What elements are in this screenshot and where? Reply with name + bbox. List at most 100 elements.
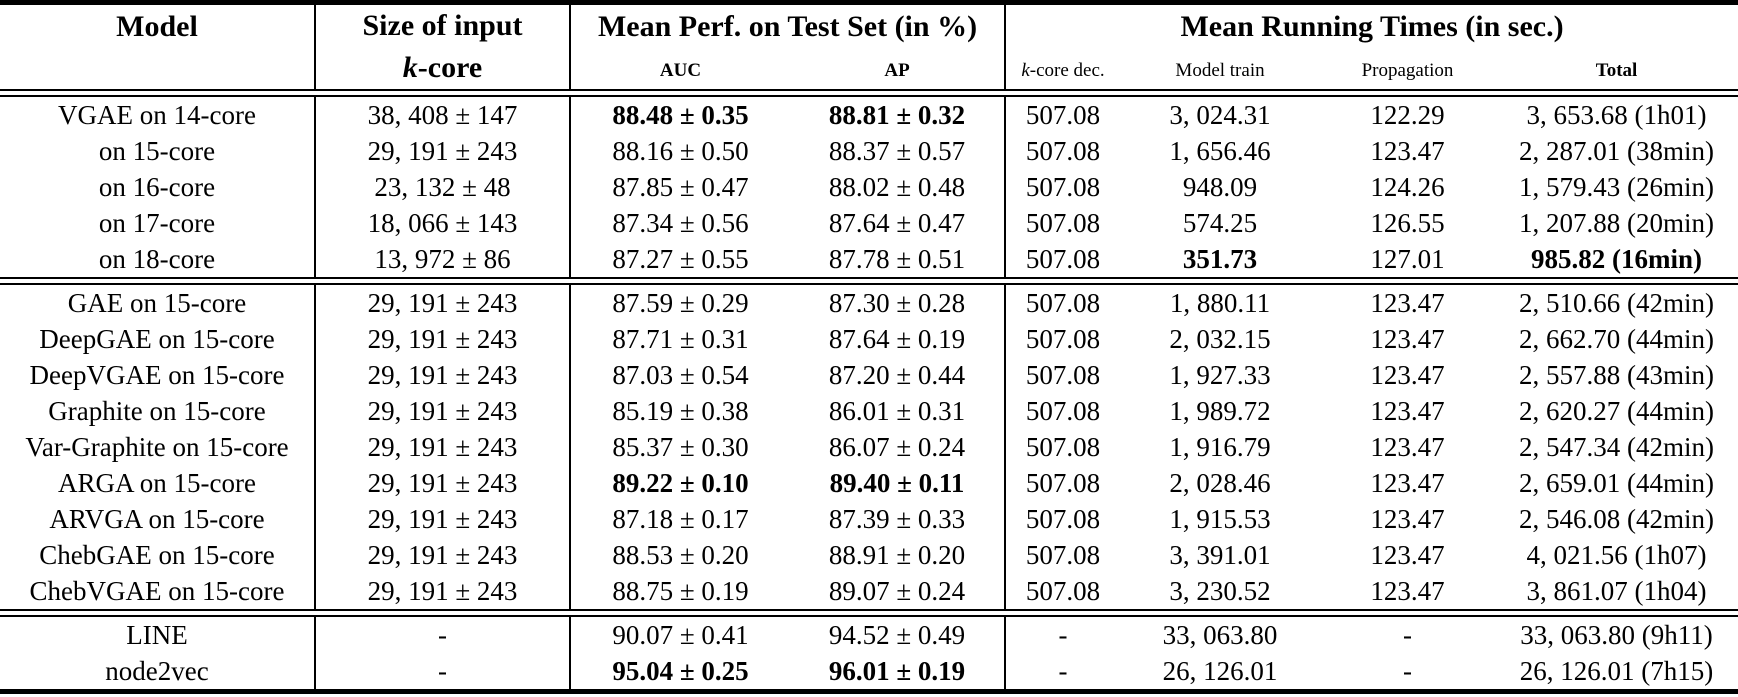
column-header-ap: AP (790, 52, 1007, 90)
cell-model: node2vec (0, 653, 316, 692)
cell-kdec: 507.08 (1025, 432, 1101, 462)
cell-total: 26, 126.01 (7h15) (1519, 656, 1714, 686)
cell-model: GAE on 15-core (0, 284, 316, 321)
cell-model: DeepGAE on 15-core (0, 321, 316, 357)
group-header-running-times: Mean Running Times (in sec.) (1180, 10, 1564, 43)
cell-auc: 88.53 ± 0.20 (612, 540, 749, 570)
table-row: ARGA on 15-core 29, 191 ± 243 89.22 ± 0.10… (0, 465, 1738, 501)
cell-auc: 87.27 ± 0.55 (612, 244, 749, 274)
cell-ap: 89.40 ± 0.11 (790, 465, 1007, 501)
cell-size: 29, 191 ± 243 (315, 429, 571, 465)
cell-size: 38, 408 ± 147 (315, 96, 571, 133)
cell-total: 4, 021.56 (1h07) (1526, 540, 1707, 570)
cell-train: 1, 989.72 (1169, 396, 1271, 426)
cell-total: 2, 547.34 (42min) (1519, 432, 1715, 462)
cell-total: 1, 579.43 (26min) (1519, 172, 1715, 202)
cell-prop: 123.47 (1370, 504, 1445, 534)
cell-train: 1, 915.53 (1169, 504, 1271, 534)
cell-ap: 88.37 ± 0.57 (790, 133, 1007, 169)
table-row: ChebGAE on 15-core 29, 191 ± 243 88.53 ± 0… (0, 537, 1738, 573)
header-separator (0, 89, 1738, 97)
k-symbol: k (1021, 59, 1030, 81)
table-row: GAE on 15-core 29, 191 ± 243 87.59 ± 0.29 8… (0, 284, 1738, 321)
cell-prop: 123.47 (1370, 540, 1445, 570)
cell-total: 985.82 (16min) (1531, 244, 1703, 274)
table-row: on 17-core 18, 066 ± 143 87.34 ± 0.56 87.64… (0, 205, 1738, 241)
cell-ap: 87.78 ± 0.51 (790, 241, 1007, 278)
table-row: VGAE on 14-core 38, 408 ± 147 88.48 ± 0.35… (0, 96, 1738, 133)
cell-ap: 87.64 ± 0.19 (790, 321, 1007, 357)
cell-kdec: 507.08 (1025, 324, 1101, 354)
cell-train: 3, 391.01 (1169, 540, 1271, 570)
cell-prop: 126.55 (1370, 208, 1445, 238)
cell-auc: 85.19 ± 0.38 (612, 396, 749, 426)
table-row: ARVGA on 15-core 29, 191 ± 243 87.18 ± 0.1… (0, 501, 1738, 537)
column-header-size: Size of input k-core (315, 2, 571, 90)
cell-total: 2, 510.66 (42min) (1519, 288, 1715, 318)
table-body: VGAE on 14-core 38, 408 ± 147 88.48 ± 0.35… (0, 96, 1738, 692)
table-row: LINE -90.07 ± 0.41 94.52 ± 0.49-33, 063.80… (0, 616, 1738, 653)
cell-prop: 124.26 (1370, 172, 1445, 202)
double-rule (0, 609, 1738, 617)
cell-total: 2, 659.01 (44min) (1519, 468, 1715, 498)
column-header-kcore-dec: k-core dec. (1005, 52, 1120, 90)
cell-model: Graphite on 15-core (0, 393, 316, 429)
cell-size: 29, 191 ± 243 (315, 393, 571, 429)
table-row: ChebVGAE on 15-core 29, 191 ± 243 88.75 ± … (0, 573, 1738, 610)
cell-train: 2, 032.15 (1169, 324, 1271, 354)
cell-auc: 87.18 ± 0.17 (612, 504, 749, 534)
cell-total: 3, 861.07 (1h04) (1526, 576, 1707, 606)
cell-kdec: 507.08 (1025, 136, 1101, 166)
size-header-line1: Size of input (362, 9, 523, 42)
cell-kdec: 507.08 (1025, 540, 1101, 570)
cell-ap: 87.39 ± 0.33 (790, 501, 1007, 537)
cell-prop: 123.47 (1370, 136, 1445, 166)
table-row: Graphite on 15-core 29, 191 ± 243 85.19 ± … (0, 393, 1738, 429)
core-suffix: -core (417, 51, 483, 84)
column-header-model-train: Model train (1175, 59, 1265, 81)
cell-size: - (315, 616, 571, 653)
cell-size: 29, 191 ± 243 (315, 133, 571, 169)
section-separator (0, 277, 1738, 285)
cell-train: 26, 126.01 (1162, 656, 1278, 686)
cell-size: 29, 191 ± 243 (315, 284, 571, 321)
cell-total: 33, 063.80 (9h11) (1520, 620, 1713, 650)
cell-auc: 87.34 ± 0.56 (612, 208, 749, 238)
cell-total: 3, 653.68 (1h01) (1526, 100, 1707, 130)
cell-total: 2, 546.08 (42min) (1519, 504, 1715, 534)
column-header-total: Total (1595, 59, 1638, 81)
cell-model: Var-Graphite on 15-core (0, 429, 316, 465)
double-rule (0, 277, 1738, 285)
cell-size: 29, 191 ± 243 (315, 573, 571, 610)
table-header: Model Size of input k-core Mean Perf. on… (0, 2, 1738, 97)
cell-kdec: 507.08 (1025, 576, 1101, 606)
table-row: on 18-core 13, 972 ± 86 87.27 ± 0.55 87.78 … (0, 241, 1738, 278)
cell-prop: 127.01 (1370, 244, 1445, 274)
table-row: on 15-core 29, 191 ± 243 88.16 ± 0.50 88.37… (0, 133, 1738, 169)
cell-ap: 89.07 ± 0.24 (790, 573, 1007, 610)
size-header-line2: k-core (316, 47, 568, 89)
cell-train: 574.25 (1182, 208, 1258, 238)
cell-size: 29, 191 ± 243 (315, 357, 571, 393)
cell-total: 2, 662.70 (44min) (1519, 324, 1715, 354)
cell-ap: 96.01 ± 0.19 (790, 653, 1007, 692)
cell-kdec: 507.08 (1025, 100, 1101, 130)
cell-prop: 123.47 (1370, 288, 1445, 318)
cell-train: 1, 880.11 (1169, 288, 1271, 318)
cell-model: on 16-core (0, 169, 316, 205)
cell-kdec: 507.08 (1025, 396, 1101, 426)
cell-kdec: 507.08 (1025, 208, 1101, 238)
cell-size: - (315, 653, 571, 692)
cell-prop: - (1403, 656, 1413, 686)
cell-kdec: 507.08 (1025, 360, 1101, 390)
cell-model: ARGA on 15-core (0, 465, 316, 501)
cell-size: 23, 132 ± 48 (315, 169, 571, 205)
cell-model: on 18-core (0, 241, 316, 278)
cell-kdec: 507.08 (1025, 504, 1101, 534)
cell-train: 1, 656.46 (1169, 136, 1271, 166)
cell-ap: 88.81 ± 0.32 (790, 96, 1007, 133)
cell-total: 2, 620.27 (44min) (1519, 396, 1715, 426)
cell-auc: 90.07 ± 0.41 (612, 620, 749, 650)
cell-auc: 87.59 ± 0.29 (612, 288, 749, 318)
